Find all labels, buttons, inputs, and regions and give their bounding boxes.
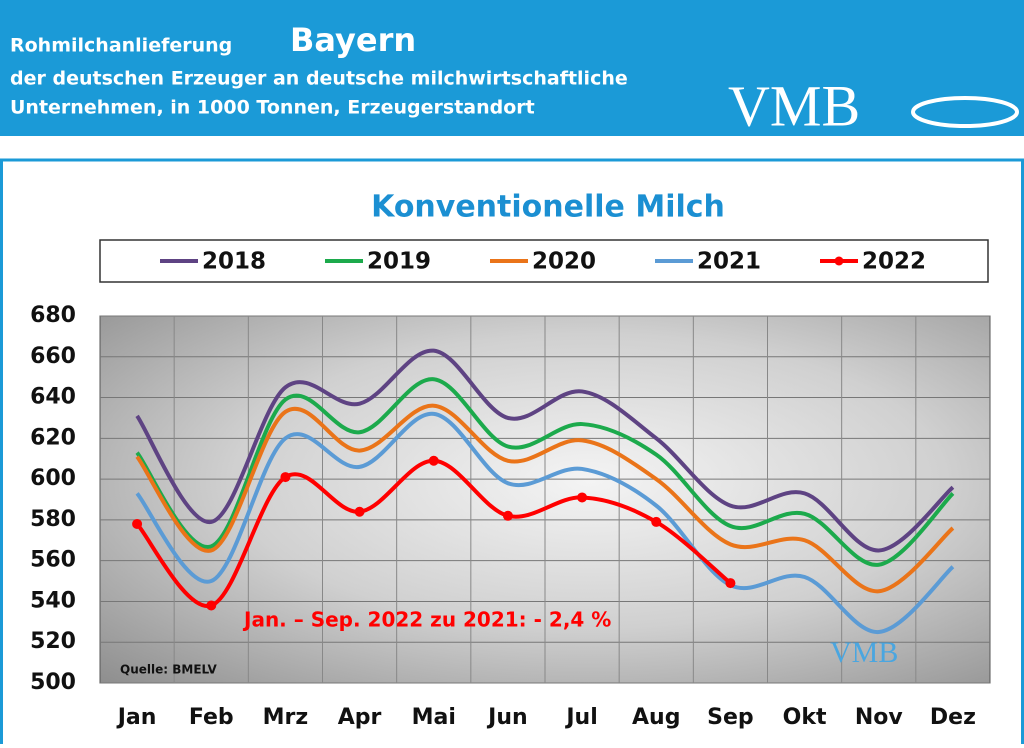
line-marker (428, 455, 439, 466)
line-series (135, 411, 955, 635)
x-tick-label: Aug (632, 705, 680, 730)
x-tick-label: Dez (930, 705, 976, 730)
line-marker (354, 506, 365, 517)
y-tick-label: 640 (30, 385, 76, 410)
x-tick-label: Apr (338, 705, 382, 730)
line-marker (577, 492, 588, 503)
line-marker (206, 600, 217, 611)
x-tick-label: Mai (412, 705, 456, 730)
y-tick-label: 540 (30, 588, 76, 613)
line-series (135, 348, 955, 553)
source: Quelle: BMELV (120, 663, 218, 677)
x-tick-label: Jan (116, 705, 157, 730)
header-logo: VMB (728, 73, 860, 138)
y-tick-label: 680 (30, 303, 76, 328)
header-line: Unternehmen, in 1000 Tonnen, Erzeugersta… (10, 97, 535, 119)
legend-label: 2022 (862, 249, 926, 275)
x-tick-label: Mrz (263, 705, 309, 730)
header-line: der deutschen Erzeuger an deutsche milch… (10, 68, 628, 90)
logo-swirl (911, 96, 1019, 128)
legend-label: 2018 (202, 249, 266, 275)
x-tick-label: Feb (189, 705, 234, 730)
x-tick-label: Okt (783, 705, 827, 730)
header-region: Bayern (290, 21, 416, 59)
y-tick-label: 580 (30, 507, 76, 532)
line-marker (280, 472, 291, 483)
annotation: Jan. – Sep. 2022 zu 2021: - 2,4 % (242, 608, 611, 632)
y-tick-label: 520 (30, 629, 76, 654)
legend-label: 2020 (532, 249, 596, 275)
y-tick-label: 600 (30, 466, 76, 491)
y-tick-label: 620 (30, 425, 76, 450)
legend-marker (834, 256, 844, 266)
legend-label: 2021 (697, 249, 761, 275)
x-tick-label: Jul (564, 705, 597, 730)
header-band (0, 0, 1024, 136)
header-title: Rohmilchanlieferung (10, 35, 232, 57)
y-tick-label: 500 (30, 670, 76, 695)
y-tick-label: 660 (30, 344, 76, 369)
line-series (135, 377, 955, 567)
line-series (135, 458, 732, 608)
chart-title: Konventionelle Milch (371, 190, 725, 225)
line-marker (502, 510, 513, 521)
chart-logo: VMB (830, 636, 898, 669)
line-marker (651, 516, 662, 527)
line-marker (132, 518, 143, 529)
x-tick-label: Nov (855, 705, 904, 730)
y-tick-label: 560 (30, 548, 76, 573)
line-series (135, 403, 955, 594)
x-tick-label: Sep (707, 705, 754, 730)
legend-label: 2019 (367, 249, 431, 275)
x-tick-label: Jun (486, 705, 528, 730)
line-marker (725, 578, 736, 589)
